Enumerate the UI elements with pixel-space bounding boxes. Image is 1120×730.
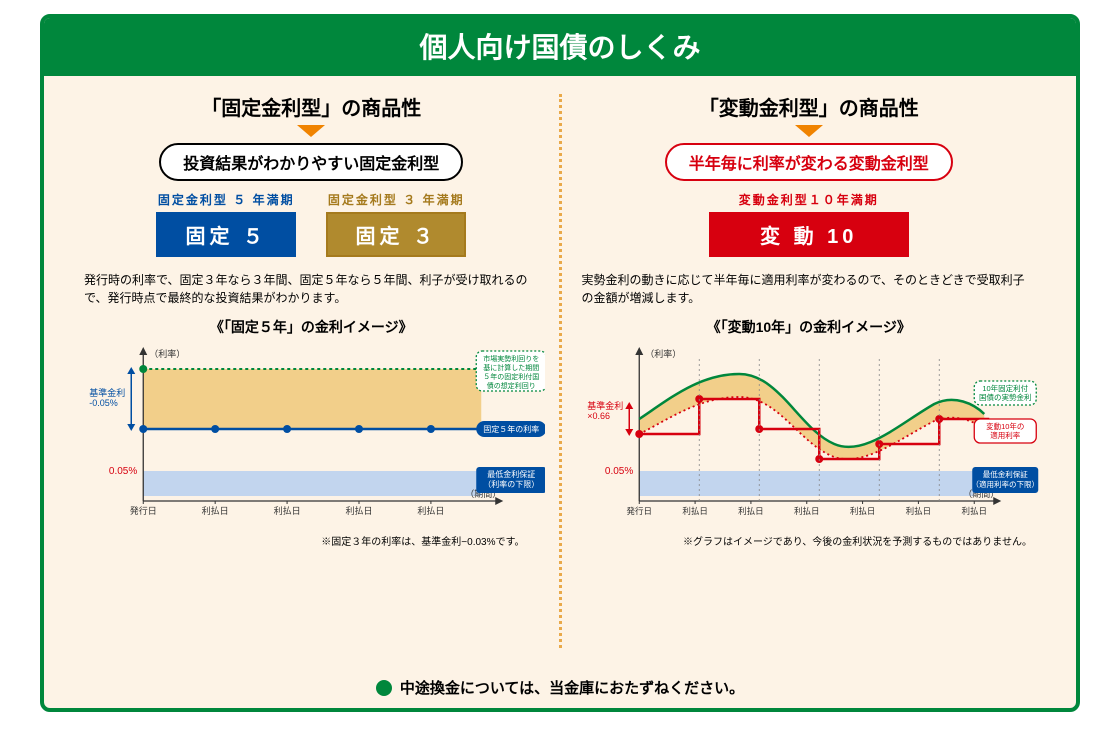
svg-text:利払日: 利払日 [417, 505, 444, 516]
product-caption: 固定金利型 ５ 年満期 [156, 191, 296, 208]
svg-text:利払日: 利払日 [793, 506, 819, 516]
svg-text:利払日: 利払日 [849, 506, 875, 516]
svg-text:0.05%: 0.05% [109, 466, 137, 477]
svg-text:基準金利-0.05%: 基準金利-0.05% [89, 387, 125, 408]
svg-text:発行日: 発行日 [130, 505, 157, 516]
svg-text:利払日: 利払日 [961, 506, 987, 516]
arrow-down-icon [297, 125, 325, 137]
fixed-products: 固定金利型 ５ 年満期 固定 ５ 固定金利型 ３ 年満期 固定 ３ [156, 191, 466, 257]
variable-rate-column: 「変動金利型」の商品性 半年毎に利率が変わる変動金利型 変動金利型１０年満期 変… [562, 86, 1057, 708]
fixed-heading: 「固定金利型」の商品性 [201, 92, 421, 121]
variable-pill: 半年毎に利率が変わる変動金利型 [665, 143, 953, 181]
fixed-chart-title: 《「固定５年」の金利イメージ》 [210, 317, 413, 337]
product-label: 固定 ５ [156, 212, 296, 257]
fixed-pill: 投資結果がわかりやすい固定金利型 [159, 143, 463, 181]
page-title: 個人向け国債のしくみ [44, 18, 1076, 76]
svg-text:変動10年の適用利率: 変動10年の適用利率 [986, 421, 1024, 440]
footer-note: 中途換金については、当金庫におたずねください。 [44, 677, 1076, 698]
variable-chart: （利率）（期間）基準金利×0.66発行日利払日利払日利払日利払日利払日利払日0.… [576, 341, 1043, 526]
svg-text:利払日: 利払日 [682, 506, 708, 516]
svg-text:利払日: 利払日 [738, 506, 764, 516]
variable-footnote: ※グラフはイメージであり、今後の金利状況を予測するものではありません。 [576, 533, 1043, 548]
svg-text:0.05%: 0.05% [604, 466, 632, 477]
svg-text:基準金利×0.66: 基準金利×0.66 [587, 400, 623, 421]
fixed-footnote: ※固定３年の利率は、基準金利−0.03%です。 [78, 533, 545, 548]
svg-text:利払日: 利払日 [345, 505, 372, 516]
bullet-icon [376, 680, 392, 696]
footer-text: 中途換金については、当金庫におたずねください。 [400, 677, 744, 698]
svg-text:（利率）: （利率） [645, 348, 681, 359]
fixed-rate-column: 「固定金利型」の商品性 投資結果がわかりやすい固定金利型 固定金利型 ５ 年満期… [64, 86, 559, 708]
product-caption: 変動金利型１０年満期 [709, 191, 909, 208]
svg-text:固定５年の利率: 固定５年の利率 [483, 424, 539, 434]
product-label: 固定 ３ [326, 212, 466, 257]
variable-heading: 「変動金利型」の商品性 [699, 92, 919, 121]
fixed-chart: （利率）（期間）基準金利-0.05%発行日利払日利払日利払日利払日0.05%市場… [78, 341, 545, 526]
arrow-down-icon [795, 125, 823, 137]
product-fixed5: 固定金利型 ５ 年満期 固定 ５ [156, 191, 296, 257]
svg-text:10年固定利付国債の実勢金利: 10年固定利付国債の実勢金利 [979, 383, 1032, 402]
svg-text:利払日: 利払日 [202, 505, 229, 516]
variable-chart-title: 《「変動10年」の金利イメージ》 [707, 317, 911, 337]
product-variable10: 変動金利型１０年満期 変 動 10 [709, 191, 909, 257]
product-label: 変 動 10 [709, 212, 909, 257]
svg-text:（利率）: （利率） [149, 348, 185, 359]
svg-text:発行日: 発行日 [626, 506, 652, 516]
product-caption: 固定金利型 ３ 年満期 [326, 191, 466, 208]
svg-text:利払日: 利払日 [905, 506, 931, 516]
svg-text:利払日: 利払日 [274, 505, 301, 516]
product-fixed3: 固定金利型 ３ 年満期 固定 ３ [326, 191, 466, 257]
variable-products: 変動金利型１０年満期 変 動 10 [709, 191, 909, 257]
variable-desc: 実勢金利の動きに応じて半年毎に適用利率が変わるので、そのときどきで受取利子の金額… [582, 271, 1037, 307]
fixed-desc: 発行時の利率で、固定３年なら３年間、固定５年なら５年間、利子が受け取れるので、発… [84, 271, 539, 307]
